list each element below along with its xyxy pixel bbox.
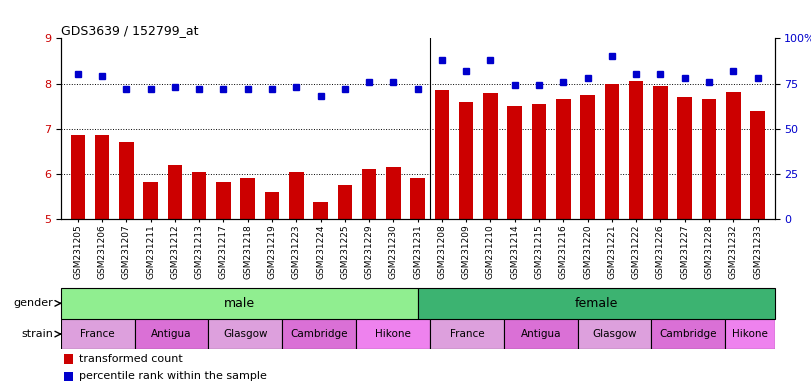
Text: strain: strain — [22, 329, 54, 339]
Bar — [240, 178, 255, 219]
Bar — [725, 319, 775, 349]
Bar — [508, 106, 522, 219]
Bar — [604, 84, 619, 219]
Text: Antigua: Antigua — [521, 329, 561, 339]
Bar — [577, 319, 651, 349]
Bar — [430, 319, 504, 349]
Bar — [532, 104, 547, 219]
Text: male: male — [224, 297, 255, 310]
Bar — [435, 90, 449, 219]
Bar — [95, 136, 109, 219]
Bar — [282, 319, 356, 349]
Text: transformed count: transformed count — [79, 354, 182, 364]
Text: Cambridge: Cambridge — [290, 329, 348, 339]
Bar — [459, 102, 474, 219]
Bar — [629, 81, 643, 219]
Bar — [418, 288, 775, 319]
Bar — [653, 86, 667, 219]
Text: GDS3639 / 152799_at: GDS3639 / 152799_at — [61, 24, 199, 37]
Bar — [504, 319, 577, 349]
Bar — [726, 92, 740, 219]
Text: Cambridge: Cambridge — [659, 329, 717, 339]
Bar — [64, 372, 73, 381]
Text: Hikone: Hikone — [732, 329, 768, 339]
Bar — [61, 288, 418, 319]
Text: female: female — [574, 297, 618, 310]
Bar — [410, 178, 425, 219]
Bar — [168, 165, 182, 219]
Bar — [217, 182, 231, 219]
Bar — [386, 167, 401, 219]
Text: gender: gender — [14, 298, 54, 308]
Bar — [337, 185, 352, 219]
Text: Hikone: Hikone — [375, 329, 411, 339]
Bar — [119, 142, 134, 219]
Bar — [702, 99, 716, 219]
Bar — [144, 182, 158, 219]
Bar — [556, 99, 571, 219]
Bar — [135, 319, 208, 349]
Bar — [61, 319, 135, 349]
Bar — [677, 97, 692, 219]
Text: France: France — [449, 329, 484, 339]
Bar — [289, 172, 303, 219]
Text: France: France — [80, 329, 115, 339]
Bar — [750, 111, 765, 219]
Bar — [313, 202, 328, 219]
Bar — [362, 169, 376, 219]
Text: Antigua: Antigua — [152, 329, 192, 339]
Bar — [483, 93, 498, 219]
Bar — [208, 319, 282, 349]
Bar — [71, 136, 85, 219]
Bar — [192, 172, 207, 219]
Bar — [651, 319, 725, 349]
Text: Glasgow: Glasgow — [223, 329, 268, 339]
Bar — [581, 95, 595, 219]
Bar — [264, 192, 279, 219]
Text: percentile rank within the sample: percentile rank within the sample — [79, 371, 267, 381]
Text: Glasgow: Glasgow — [592, 329, 637, 339]
Bar — [356, 319, 430, 349]
Bar — [64, 354, 73, 364]
